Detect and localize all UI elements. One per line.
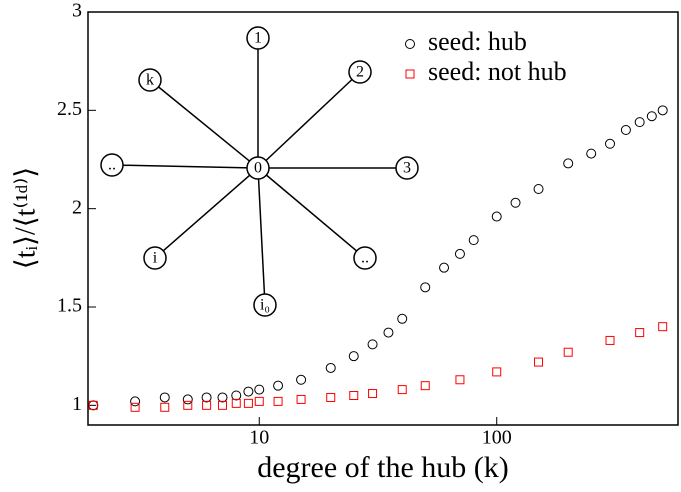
- inset-edge: [257, 167, 366, 259]
- inset-node: [348, 60, 372, 84]
- data-point: [635, 328, 645, 338]
- data-point: [160, 402, 170, 412]
- legend-marker: [405, 39, 415, 49]
- data-point: [368, 389, 378, 399]
- x-tick-label: 10: [249, 427, 269, 449]
- inset-node-label: 1: [254, 30, 262, 47]
- data-point: [620, 125, 631, 135]
- data-point: [454, 248, 465, 259]
- data-point: [349, 391, 359, 400]
- data-point: [563, 347, 573, 357]
- data-point: [439, 262, 450, 273]
- data-point: [420, 282, 431, 293]
- inset-node-label: k: [146, 72, 154, 89]
- data-point: [492, 367, 502, 377]
- data-point: [397, 385, 407, 395]
- data-point: [254, 384, 265, 395]
- data-point: [273, 380, 284, 391]
- x-axis-title: degree of the hub (k): [257, 451, 509, 484]
- inset-node: [353, 246, 377, 270]
- inset-node: [246, 26, 270, 50]
- data-point: [383, 327, 394, 338]
- data-point: [325, 362, 336, 373]
- y-axis-title: ⟨tᵢ⟩/⟨t⁽¹ᵈ⁾⟩: [10, 167, 41, 269]
- data-point: [243, 398, 253, 408]
- x-tick-label: 100: [482, 427, 512, 449]
- plot-frame: [87, 11, 679, 426]
- data-point: [468, 235, 479, 246]
- data-point: [533, 184, 544, 194]
- inset-node-label: 0: [254, 160, 262, 177]
- inset-node: [100, 153, 124, 177]
- data-point: [183, 400, 193, 410]
- legend-label: seed: hub: [428, 27, 527, 56]
- data-point: [182, 394, 193, 405]
- data-point: [254, 396, 264, 406]
- data-point: [397, 313, 408, 324]
- data-point: [202, 400, 212, 410]
- inset-node-label: 2: [356, 64, 364, 81]
- data-point: [563, 158, 574, 169]
- data-point: [231, 390, 242, 401]
- data-point: [586, 148, 597, 159]
- data-point: [657, 105, 668, 116]
- data-point: [367, 339, 378, 350]
- inset-edge: [257, 167, 266, 306]
- data-point: [510, 197, 521, 208]
- data-point: [231, 398, 241, 408]
- data-point: [130, 396, 141, 407]
- data-point: [217, 392, 228, 403]
- inset-node-label: ..: [108, 157, 116, 174]
- inset-node-label: 3: [403, 160, 411, 177]
- data-point: [646, 111, 657, 122]
- inset-node-label: i: [153, 250, 158, 267]
- data-point: [296, 374, 307, 385]
- data-point: [159, 392, 170, 403]
- data-point: [217, 400, 227, 410]
- data-point: [130, 402, 140, 412]
- inset-node: [246, 156, 270, 180]
- y-tick-label: 2: [72, 196, 82, 218]
- inset-node-label: ..: [361, 250, 369, 267]
- data-point: [88, 400, 98, 410]
- inset-node: [395, 156, 419, 180]
- data-point: [243, 386, 254, 397]
- y-tick-label: 3: [72, 0, 82, 22]
- data-point: [605, 138, 616, 149]
- data-point: [534, 357, 544, 367]
- data-point: [634, 117, 645, 128]
- data-point: [455, 375, 465, 385]
- inset-edge: [257, 71, 361, 169]
- data-point: [273, 396, 283, 406]
- data-point: [348, 351, 359, 362]
- inset-node: [143, 246, 167, 270]
- y-tick-label: 1: [72, 393, 82, 415]
- y-tick-label: 1.5: [57, 295, 82, 317]
- data-point: [658, 322, 668, 332]
- y-tick-label: 2.5: [57, 98, 82, 120]
- data-point: [605, 335, 615, 345]
- data-point: [201, 392, 212, 403]
- inset-edge: [154, 167, 259, 259]
- data-point: [491, 211, 502, 222]
- inset-node-label: i₀: [260, 297, 270, 314]
- inset-edge: [149, 79, 259, 169]
- data-point: [420, 381, 430, 391]
- data-point: [326, 392, 336, 402]
- legend-label: seed: not hub: [428, 57, 567, 86]
- inset-node: [138, 68, 162, 92]
- inset-node: [253, 293, 277, 317]
- legend-marker: [405, 69, 415, 79]
- inset-edge: [111, 164, 259, 169]
- data-point: [296, 394, 306, 404]
